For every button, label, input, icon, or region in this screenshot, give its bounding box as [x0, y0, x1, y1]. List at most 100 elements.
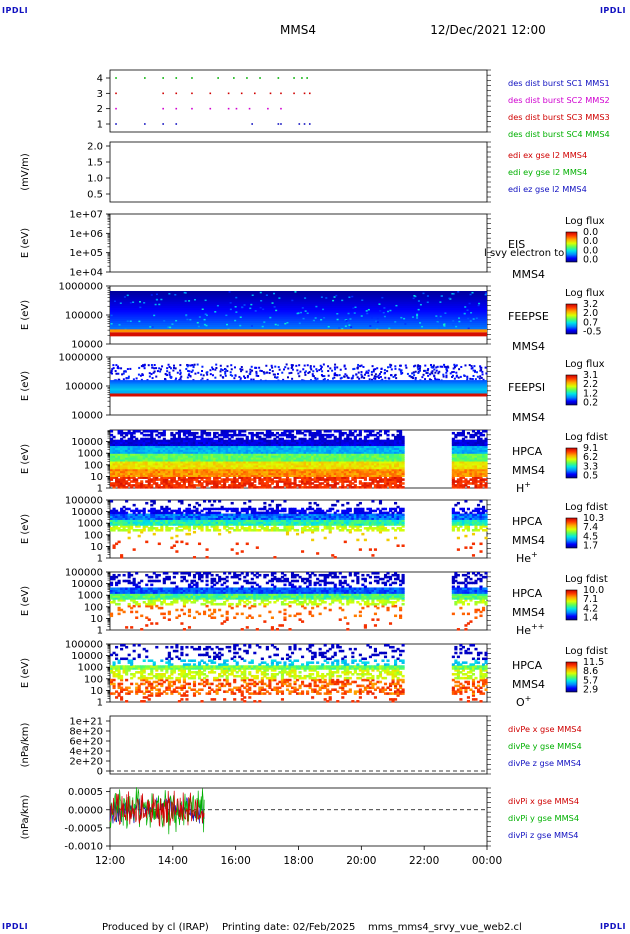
hpca-h-cell [147, 439, 151, 443]
hpca-h-cell [150, 474, 154, 477]
feeps-e-speck [216, 304, 219, 307]
hpca-h-cell [283, 480, 287, 483]
hpca-h-cell [358, 472, 362, 476]
hpca-h-cell [378, 441, 383, 445]
hpca-h-cell [386, 451, 390, 454]
feeps-i-speck [371, 378, 374, 381]
hpca-h-cell [363, 472, 367, 476]
edi-ytick-label: 0.5 [87, 190, 103, 201]
hpca-h-cell [275, 482, 279, 485]
hpca-h-cell [192, 451, 197, 454]
feeps-i-speck [143, 367, 146, 370]
hpca-h-cell [215, 431, 219, 435]
hpca-h-cell [358, 464, 362, 468]
hpca-h-cell [306, 460, 310, 464]
hpca-h-cell [268, 484, 272, 487]
hpca-h-cell [255, 476, 259, 479]
hpca-h-cell [313, 460, 317, 464]
hpca-h-cell [361, 443, 365, 447]
hpca-h-cell [456, 447, 460, 450]
hpca-h-cell [280, 431, 285, 435]
hpca-h-cell [243, 474, 247, 477]
hpca-h-cell [235, 486, 239, 489]
hpca-h-cell [175, 484, 179, 487]
hpca-h-cell [381, 457, 385, 460]
hpca-h-cell [243, 453, 247, 456]
hpca-h-cell [464, 447, 468, 450]
hpca-h-cell [235, 455, 239, 458]
feeps-i-speck [112, 364, 115, 367]
hpca-h-cell [228, 486, 232, 489]
hpca-h-cell [366, 447, 370, 450]
feeps-i-speck [282, 368, 285, 371]
hpca-h-cell [295, 451, 300, 454]
hpca-he-cell [175, 515, 179, 518]
hpca-h-cell [147, 449, 151, 452]
hpca-h-cell [378, 470, 383, 474]
hpca-h-cell [351, 476, 355, 479]
hpca-h-cell [484, 472, 488, 476]
hpca-h-cell [474, 457, 478, 460]
hpca-he-cell [115, 513, 119, 517]
feeps-i-speck [265, 364, 268, 367]
hpca-h-cell [260, 462, 264, 466]
hpca-he-cell [162, 523, 166, 526]
hpca-h-cell [459, 451, 463, 454]
hpca-h-cell [383, 486, 388, 489]
hpca-he-cell [135, 515, 139, 518]
hpca-h-cell [218, 474, 222, 477]
burst-mark-sc4 [293, 77, 295, 79]
feeps-i-speck [424, 378, 427, 381]
feeps-e-speck [163, 320, 166, 322]
feeps-e-speck [325, 297, 328, 299]
hpca-h-cell [308, 457, 312, 460]
hpca-h-cell [306, 447, 310, 450]
hpca-h-cell [386, 445, 390, 448]
hpca-h-cell [466, 445, 471, 448]
hpca-h-cell [454, 435, 458, 439]
hpca-h-cell [456, 441, 460, 445]
hpca-h-cell [145, 476, 149, 479]
hpca-h-cell [394, 457, 398, 460]
hpca-h-cell [353, 445, 357, 448]
feeps-i-speck [214, 368, 217, 371]
hpca-h-cell [466, 472, 471, 476]
feeps-i-speck [311, 374, 314, 377]
feeps-i-speck [296, 369, 299, 372]
burst-mark-sc3 [253, 92, 256, 95]
hpca-h-cell [130, 476, 134, 479]
hpca-h-cell [280, 474, 285, 477]
feeps-e-speck [361, 299, 364, 301]
hpca-h-cell [321, 459, 325, 462]
hpca-h-cell [336, 451, 340, 454]
feeps-e-speck [444, 312, 447, 314]
hpca-h-cell [210, 459, 214, 462]
hpca-h-cell [127, 470, 131, 474]
feeps-i-speck [351, 376, 354, 379]
hpca-h-cell [213, 466, 217, 470]
hpca-h-cell [278, 486, 282, 489]
hpca-h-cell [318, 484, 322, 487]
hpca-h-cell [391, 462, 395, 466]
hpca-he-cell [192, 509, 197, 513]
feeps-e-speck [110, 314, 113, 317]
hpca-h-cell [376, 431, 380, 435]
hpca-h-cell [311, 486, 315, 489]
feeps-e-speck [249, 307, 252, 310]
hpca-h-cell [313, 439, 317, 443]
hpca-h-cell [288, 472, 292, 476]
hpca-h-cell [205, 474, 209, 477]
hpca-h-cell [466, 464, 471, 468]
hpca-h-cell [162, 439, 166, 443]
hpca-h-cell [155, 470, 159, 474]
hpca-he-cell [190, 511, 194, 515]
burst-mark-sc4 [259, 77, 261, 79]
hpca-h-cell [293, 459, 297, 462]
hpca-h-cell [278, 433, 282, 437]
hpca-h-cell [341, 478, 345, 481]
feeps-e-speck [259, 291, 262, 294]
hpca-h-cell [394, 474, 398, 477]
feeps-i-speck [206, 373, 209, 376]
hpca-h-cell [213, 453, 217, 456]
hpca-h-cell [142, 486, 146, 489]
